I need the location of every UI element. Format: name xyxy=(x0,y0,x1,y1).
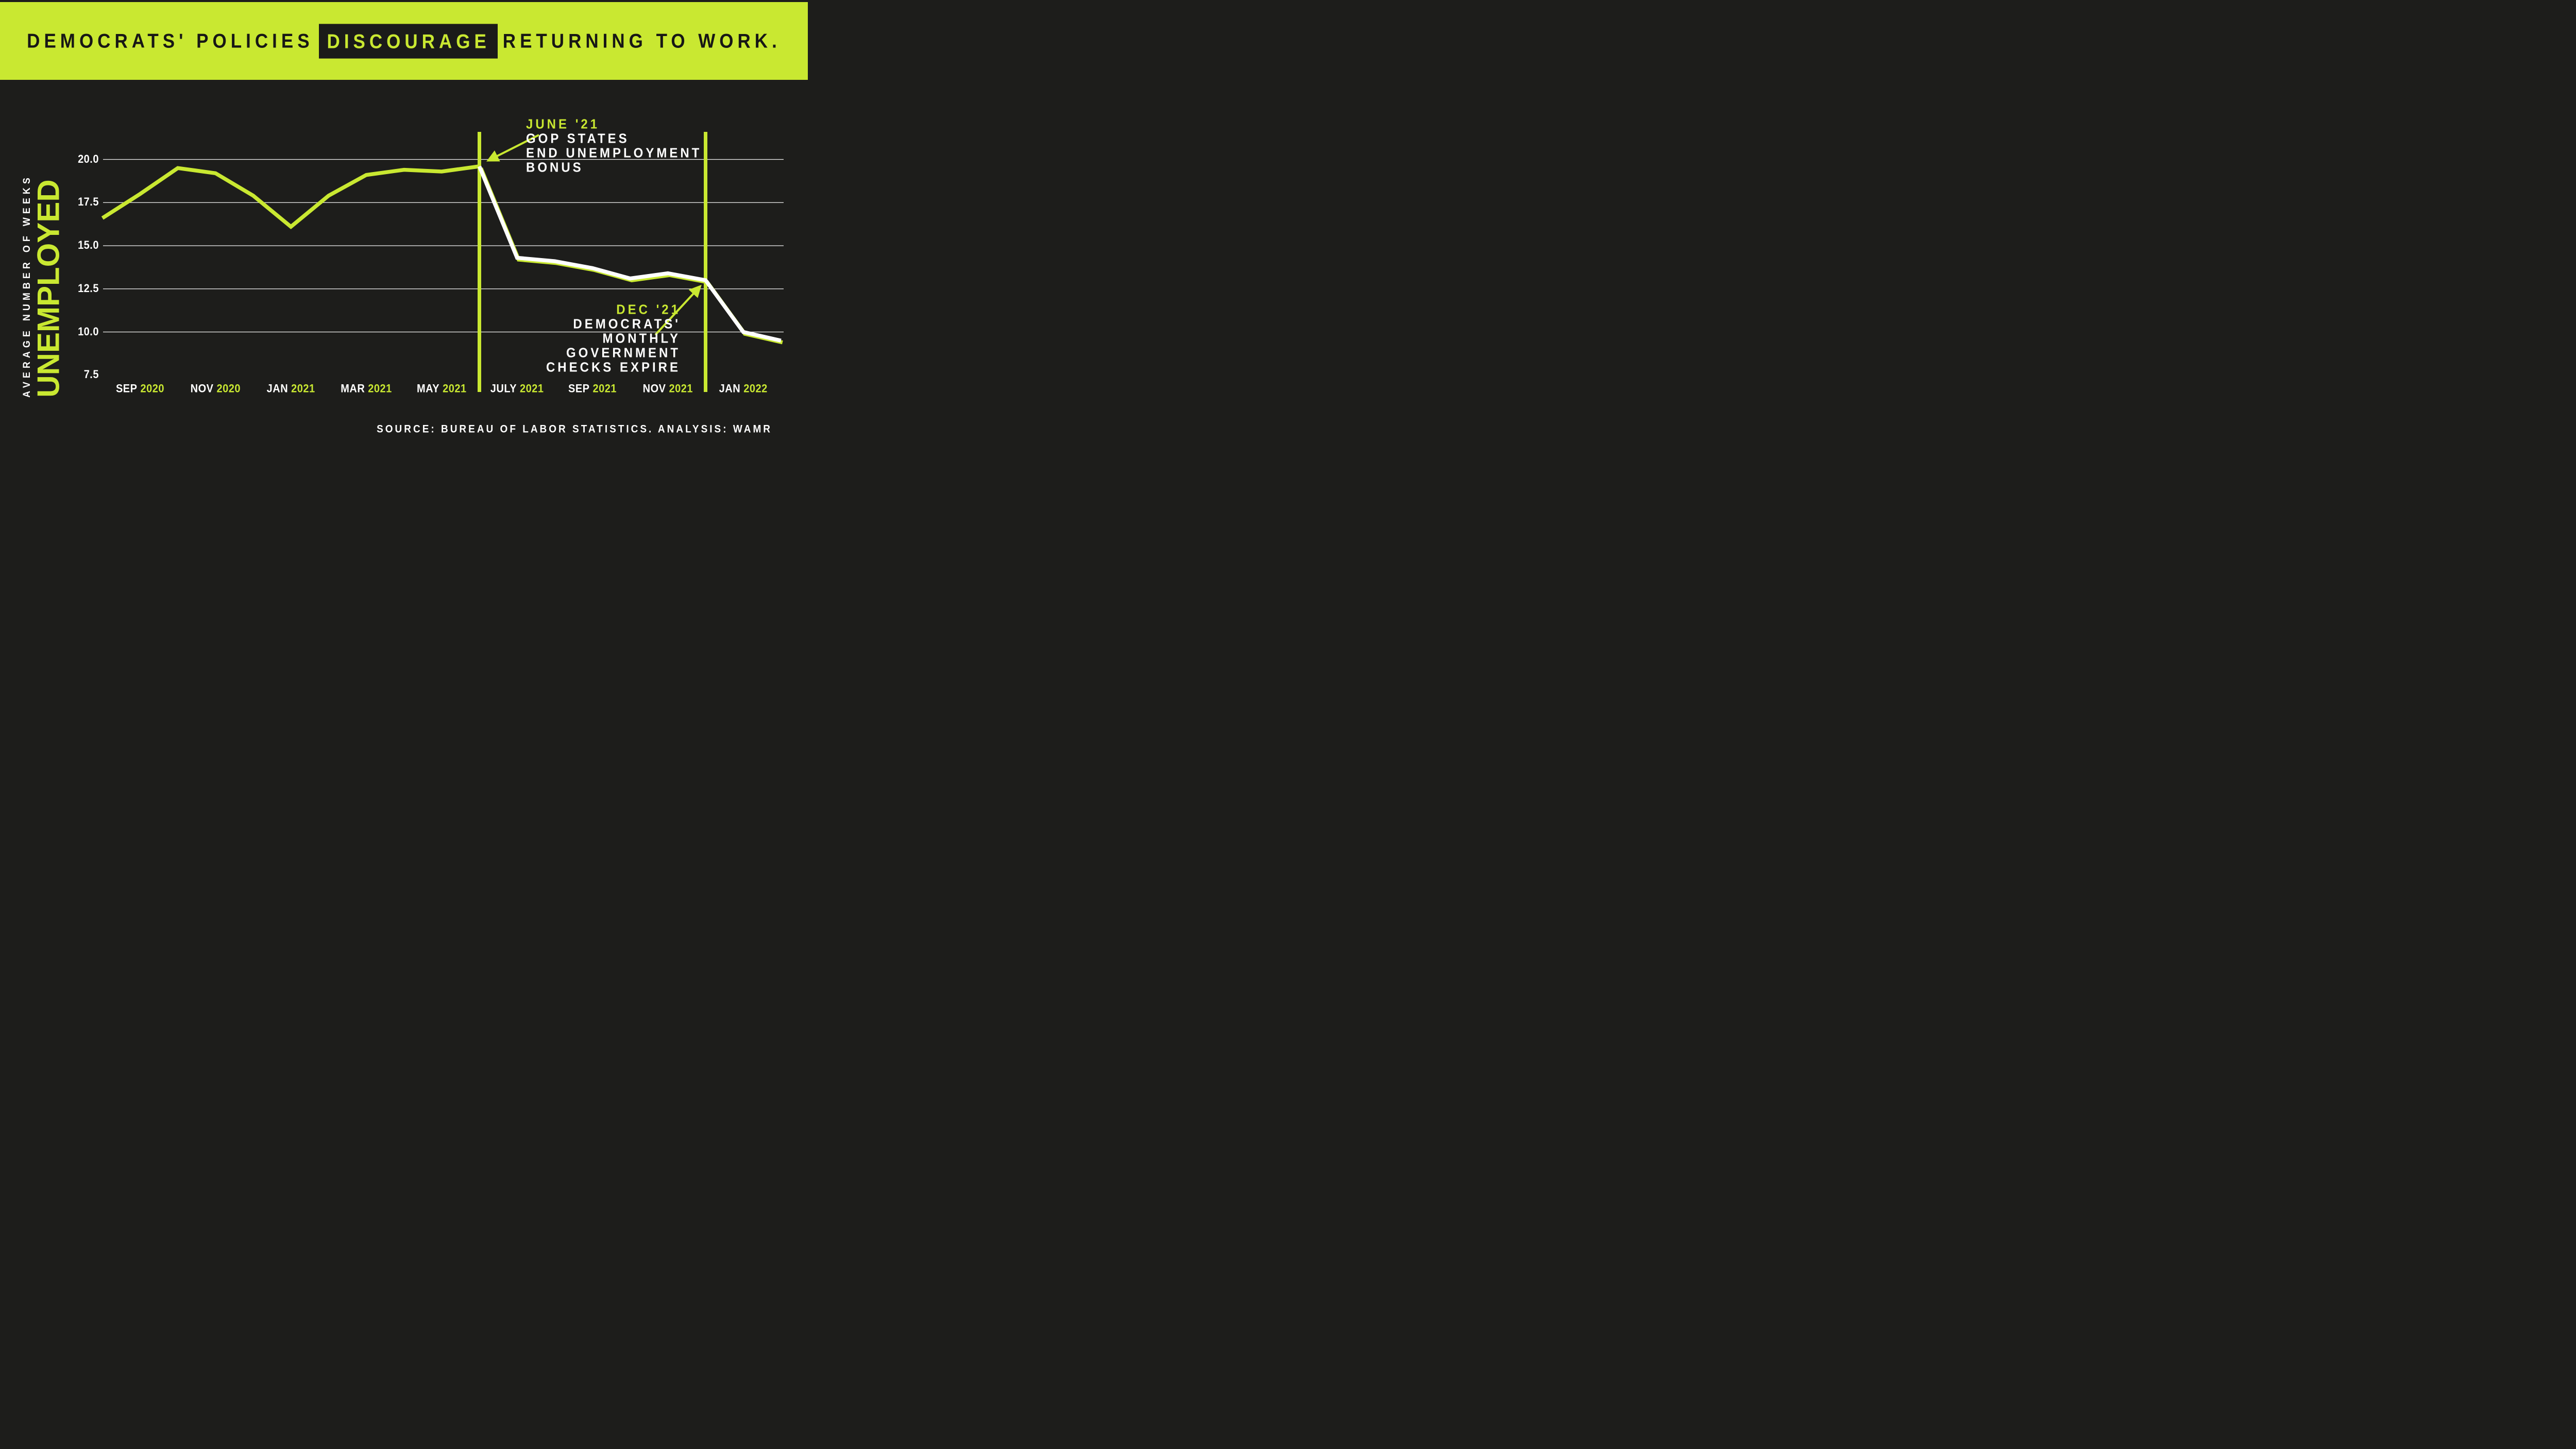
annotation-june-line: GOP STATES xyxy=(526,131,630,146)
x-label-month: NOV xyxy=(190,382,214,396)
x-axis-label: NOV 2020 xyxy=(191,383,241,396)
x-axis-label: SEP 2021 xyxy=(568,383,617,396)
x-label-year: 2020 xyxy=(216,382,241,396)
x-axis-label: JAN 2021 xyxy=(267,383,315,396)
header-band: DEMOCRATS' POLICIES DISCOURAGE RETURNING… xyxy=(0,0,808,80)
x-axis-label: JAN 2022 xyxy=(719,383,768,396)
x-label-year: 2022 xyxy=(743,382,768,396)
annotation-dec: DEC '21 DEMOCRATS' MONTHLY GOVERNMENT CH… xyxy=(546,302,681,376)
x-axis-label: JULY 2021 xyxy=(490,383,544,396)
annotation-dec-line: DEMOCRATS' xyxy=(573,316,681,332)
dec-arrow xyxy=(654,284,702,336)
x-label-month: SEP xyxy=(115,382,138,396)
page-title: DEMOCRATS' POLICIES DISCOURAGE RETURNING… xyxy=(27,23,781,59)
x-label-month: JAN xyxy=(266,382,289,396)
series-after-bonus-end xyxy=(478,165,782,343)
x-axis-label: MAY 2021 xyxy=(417,383,467,396)
x-label-year: 2021 xyxy=(520,382,544,396)
line-chart xyxy=(101,132,784,392)
chart-area: AVERAGE NUMBER OF WEEKS UNEMPLOYED 20.0 1… xyxy=(0,80,808,454)
annotation-dec-line: CHECKS EXPIRE xyxy=(546,360,681,376)
x-label-month: NOV xyxy=(642,382,666,396)
annotation-june-line: END UNEMPLOYMENT xyxy=(526,145,702,161)
x-axis-label: NOV 2021 xyxy=(643,383,693,396)
x-label-month: SEP xyxy=(568,382,590,396)
x-label-year: 2021 xyxy=(291,382,315,396)
x-label-year: 2021 xyxy=(669,382,693,396)
x-label-month: MAR xyxy=(341,382,365,396)
y-tick-label: 12.5 xyxy=(78,282,99,295)
x-label-year: 2021 xyxy=(368,382,392,396)
x-label-year: 2021 xyxy=(592,382,617,396)
source-credit: SOURCE: BUREAU OF LABOR STATISTICS. ANAL… xyxy=(377,423,772,435)
y-tick-label: 15.0 xyxy=(78,239,99,252)
x-axis-label: SEP 2020 xyxy=(116,383,164,396)
y-tick-label: 20.0 xyxy=(78,152,99,166)
annotation-dec-line: MONTHLY xyxy=(602,331,681,347)
annotation-june: JUNE '21 GOP STATES END UNEMPLOYMENT BON… xyxy=(526,117,702,175)
title-highlight: DISCOURAGE xyxy=(318,23,498,59)
y-tick-label: 17.5 xyxy=(78,196,99,209)
unemployment-infographic: DEMOCRATS' POLICIES DISCOURAGE RETURNING… xyxy=(0,0,808,454)
annotation-dec-line: GOVERNMENT xyxy=(566,345,681,361)
x-label-year: 2021 xyxy=(443,382,467,396)
y-tick-label: 10.0 xyxy=(78,325,99,338)
series-before-bonus-end xyxy=(101,164,480,230)
x-label-month: JULY xyxy=(490,382,517,396)
x-axis-label: MAR 2021 xyxy=(341,383,392,396)
x-label-year: 2020 xyxy=(140,382,164,396)
annotation-june-heading: JUNE '21 xyxy=(526,116,600,132)
annotation-june-line: BONUS xyxy=(526,160,584,176)
x-label-month: JAN xyxy=(719,382,741,396)
y-tick-label: 7.5 xyxy=(83,368,99,381)
annotation-dec-heading: DEC '21 xyxy=(616,302,681,317)
title-suffix: RETURNING TO WORK. xyxy=(502,29,781,52)
title-prefix: DEMOCRATS' POLICIES xyxy=(27,29,314,52)
x-label-month: MAY xyxy=(417,382,440,396)
june-arrow xyxy=(486,134,539,162)
